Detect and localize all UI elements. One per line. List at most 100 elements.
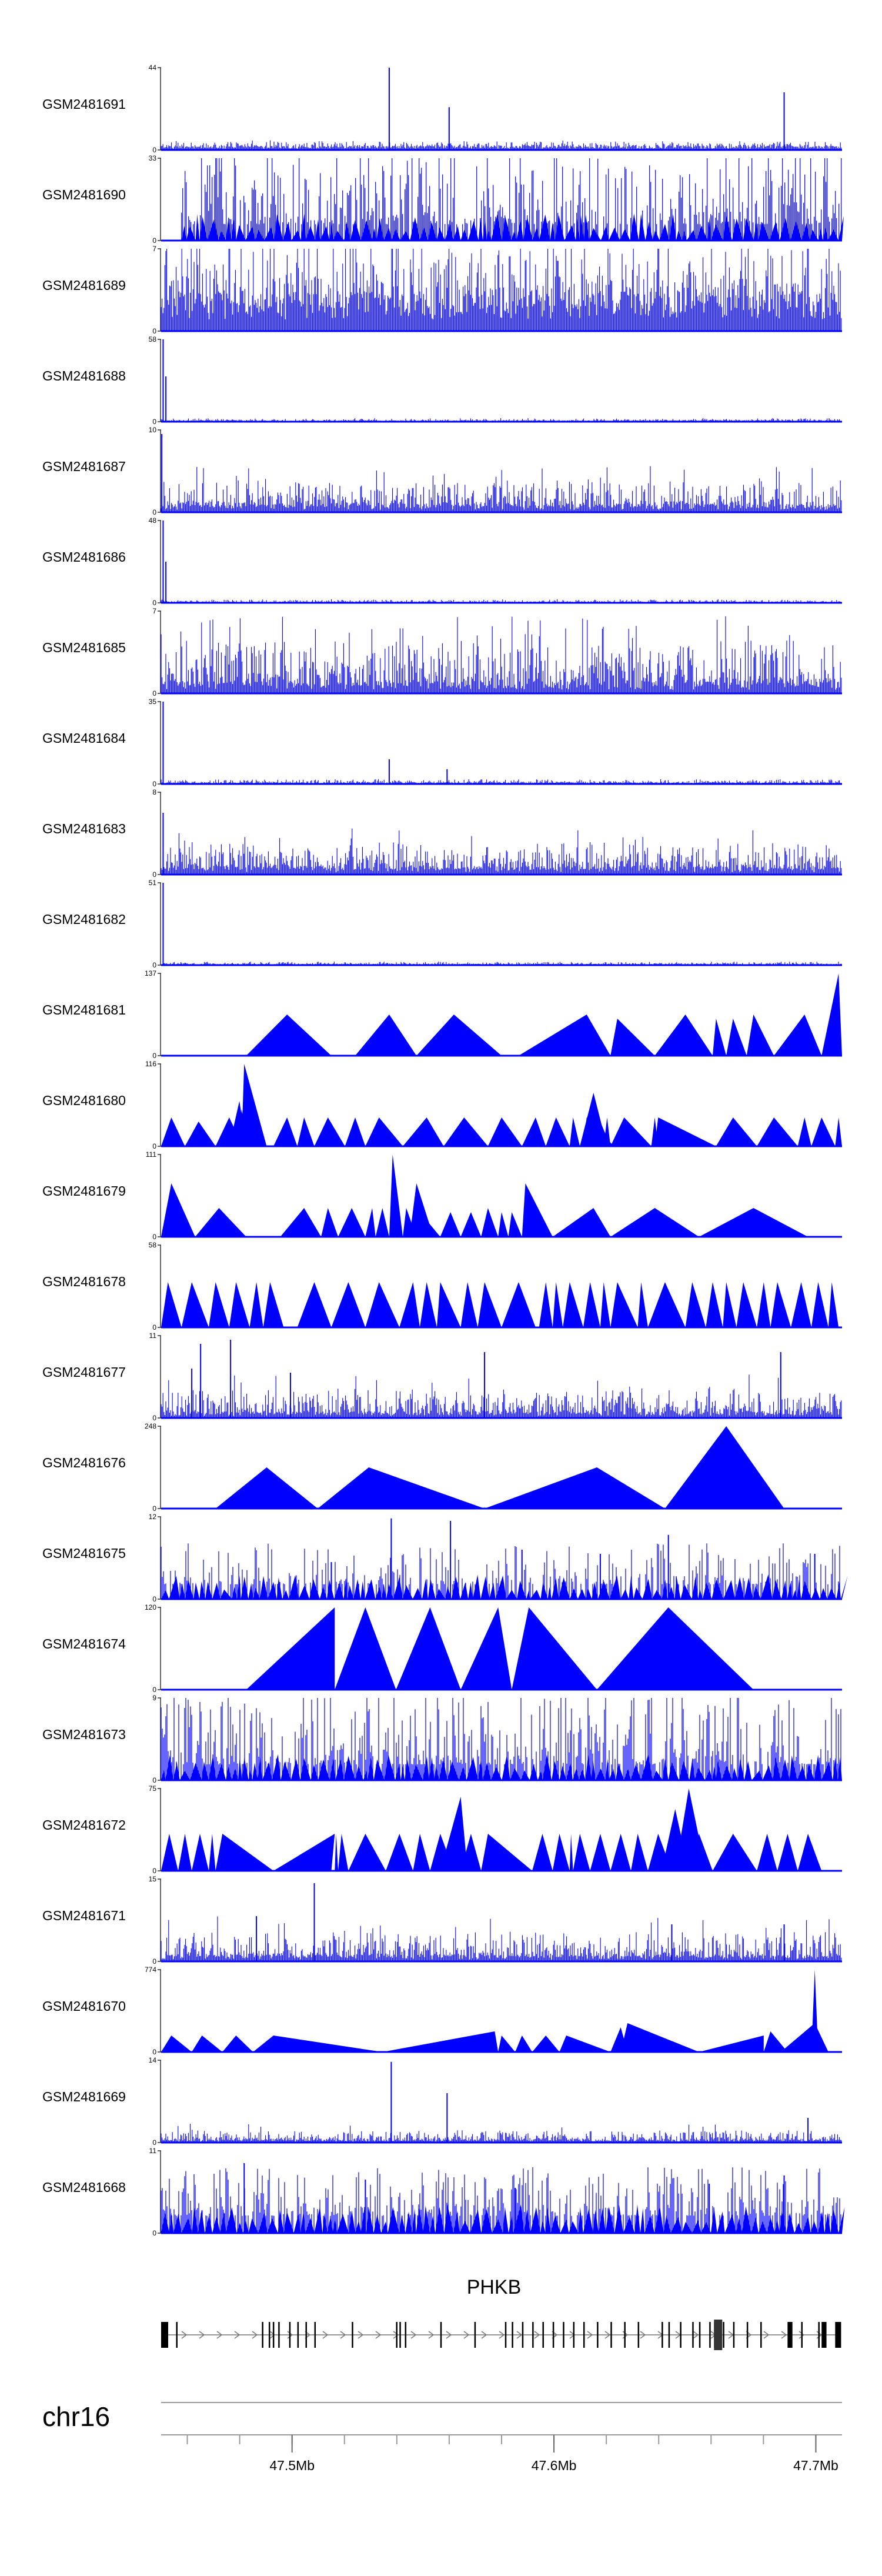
y-max-label: 7: [152, 245, 156, 253]
y-min-label: 0: [152, 599, 156, 607]
track-label: GSM2481685: [42, 640, 126, 655]
signal-GSM2481686[interactable]: [161, 520, 842, 604]
track-label: GSM2481671: [42, 1908, 126, 1923]
peak-triangle: [348, 1834, 386, 1871]
peak-triangle: [460, 1282, 478, 1327]
signal-GSM2481673[interactable]: [161, 1698, 842, 1781]
exon: [692, 2322, 694, 2348]
exon: [699, 2322, 701, 2348]
signal-GSM2481675[interactable]: [161, 1518, 848, 1600]
signal-area: [181, 213, 844, 241]
peak-triangle: [215, 1834, 274, 1871]
y-min-label: 0: [152, 327, 156, 335]
peak-triangle: [532, 1834, 553, 1871]
exon-end: [835, 2322, 841, 2348]
peak-triangle: [192, 1834, 209, 1871]
exon: [305, 2322, 307, 2348]
exon: [637, 2322, 640, 2348]
exon: [278, 2322, 280, 2348]
strand-arrow: [234, 2331, 240, 2339]
peak-triangle: [460, 1212, 482, 1237]
peak-triangle: [314, 1117, 345, 1146]
peak-triangle: [835, 1117, 842, 1146]
exon: [668, 2322, 670, 2348]
exon: [272, 2322, 275, 2348]
exon: [624, 2322, 626, 2348]
track-label: GSM2481669: [42, 2089, 126, 2104]
strand-arrow: [269, 2331, 276, 2339]
signal-GSM2481676[interactable]: [161, 1426, 842, 1510]
signal-GSM2481671[interactable]: [161, 1883, 842, 1963]
peak-triangle: [375, 1208, 389, 1237]
strand-arrow: [463, 2331, 470, 2339]
signal-GSM2481669[interactable]: [161, 2061, 842, 2144]
peak-triangle: [477, 1282, 502, 1327]
peak-triangle: [508, 1212, 522, 1237]
peak-triangle: [335, 1607, 396, 1690]
signal-GSM2481681[interactable]: [161, 973, 842, 1057]
gene-name-label: PHKB: [467, 2276, 522, 2298]
signal-GSM2481672[interactable]: [161, 1788, 842, 1872]
signal-GSM2481683[interactable]: [161, 813, 842, 876]
peak-triangle: [774, 1015, 822, 1056]
signal-GSM2481674[interactable]: [161, 1607, 842, 1691]
gene-model-phkb[interactable]: [161, 2320, 841, 2350]
signal-GSM2481677[interactable]: [161, 1340, 842, 1419]
signal-GSM2481691[interactable]: [161, 68, 842, 151]
signal-GSM2481679[interactable]: [161, 1154, 842, 1238]
strand-arrow: [322, 2331, 329, 2339]
signal-bars: [161, 249, 842, 331]
peak-triangle: [485, 1467, 665, 1509]
signal-GSM2481689[interactable]: [161, 249, 842, 332]
peak-triangle: [610, 1282, 638, 1327]
peak-triangle: [502, 1282, 536, 1327]
peak-triangle: [209, 1282, 229, 1327]
signal-GSM2481687[interactable]: [161, 434, 842, 513]
peak-triangle: [654, 1015, 713, 1056]
track-GSM2481685: GSM2481685 7 0: [42, 607, 842, 698]
track-GSM2481691: GSM2481691 44 0: [42, 64, 842, 154]
signal-GSM2481670[interactable]: [161, 1970, 842, 2053]
peak-triangle: [552, 1282, 563, 1327]
exon: [297, 2322, 299, 2348]
signal-GSM2481688[interactable]: [161, 339, 842, 423]
peak-triangle: [706, 1282, 723, 1327]
peak-triangle: [229, 1282, 250, 1327]
exon: [352, 2322, 353, 2348]
signal-GSM2481684[interactable]: [161, 702, 842, 785]
peak-triangle: [498, 1212, 509, 1237]
track-label: GSM2481672: [42, 1817, 126, 1833]
track-label: GSM2481691: [42, 96, 126, 112]
exon: [522, 2322, 524, 2348]
strand-arrow: [287, 2331, 293, 2339]
peak-triangle: [403, 1117, 444, 1146]
peak-triangle: [321, 1208, 339, 1237]
strand-arrow: [481, 2331, 487, 2339]
signal-GSM2481680[interactable]: [161, 1064, 842, 1147]
track-label: GSM2481690: [42, 187, 126, 202]
exon: [289, 2322, 291, 2348]
peak-triangle: [539, 1282, 553, 1327]
signal-bars: [161, 1916, 842, 1961]
y-min-label: 0: [152, 961, 156, 969]
peak-triangle: [518, 1015, 611, 1056]
peak-triangle: [161, 1117, 185, 1146]
signal-GSM2481668[interactable]: [161, 2163, 845, 2234]
peak-triangle: [797, 1117, 811, 1146]
peak-triangle: [610, 1834, 632, 1871]
peak-triangle: [821, 973, 842, 1056]
peak-triangle: [559, 2036, 611, 2052]
y-max-label: 48: [149, 516, 157, 525]
signal-GSM2481685[interactable]: [161, 616, 842, 695]
y-max-label: 11: [149, 1332, 157, 1340]
peak-triangle: [757, 1834, 777, 1871]
y-min-label: 0: [152, 1052, 156, 1060]
strand-arrow: [781, 2331, 787, 2339]
signal-GSM2481678[interactable]: [161, 1282, 842, 1329]
peak-triangle: [828, 1282, 839, 1327]
signal-GSM2481682[interactable]: [161, 883, 842, 966]
peak-triangle: [365, 1208, 376, 1237]
peak-triangle: [161, 1282, 182, 1327]
peak-triangle: [297, 1282, 332, 1327]
signal-GSM2481690[interactable]: [161, 158, 844, 242]
